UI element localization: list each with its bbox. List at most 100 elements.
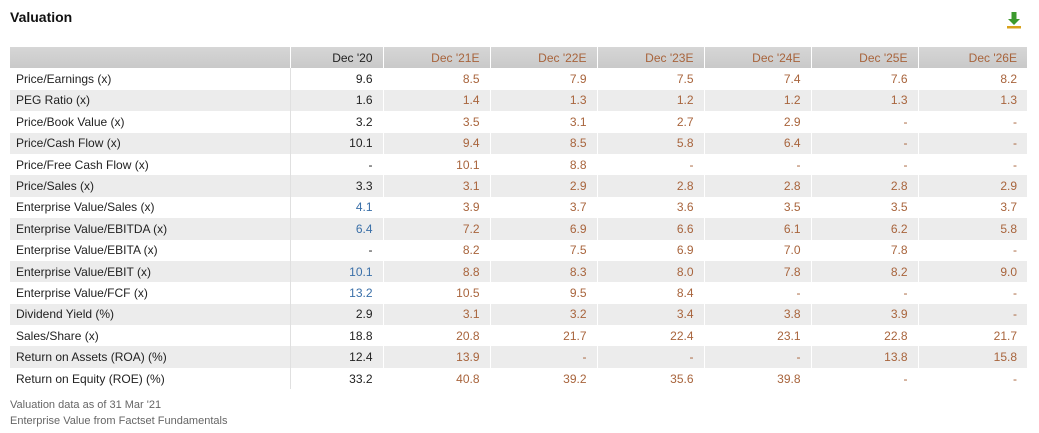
table-cell: 18.8: [290, 325, 384, 347]
table-row: Price/Free Cash Flow (x) -10.1 8.8- - - -: [10, 153, 1027, 176]
table-cell: 8.3: [490, 260, 598, 283]
table-cell: -: [704, 153, 812, 176]
table-cell: 1.2: [704, 89, 812, 112]
table-cell: 2.9: [704, 111, 812, 133]
row-label: Price/Free Cash Flow (x): [10, 153, 291, 176]
table-cell: 9.0: [918, 260, 1027, 283]
row-label: Enterprise Value/EBITDA (x): [10, 218, 291, 240]
table-cell: 3.1: [383, 175, 491, 197]
table-cell: 6.4: [704, 132, 812, 154]
table-cell: 8.2: [383, 239, 491, 261]
table-cell: 2.9: [918, 175, 1027, 197]
row-label: Price/Earnings (x): [10, 68, 291, 90]
table-cell: 6.9: [490, 218, 598, 240]
table-cell: 10.1: [290, 260, 384, 283]
footnote-enterprise-value-source: Enterprise Value from Factset Fundamenta…: [10, 415, 228, 427]
table-cell: -: [918, 132, 1027, 154]
table-cell: 2.9: [290, 303, 384, 326]
table-cell: -: [597, 346, 705, 368]
table-cell: -: [597, 153, 705, 176]
table-cell: 1.3: [490, 89, 598, 112]
table-cell: 7.4: [704, 68, 812, 90]
table-cell: 9.6: [290, 68, 384, 90]
table-cell: 7.5: [597, 68, 705, 90]
table-body: Price/Earnings (x) 9.6 8.5 7.9 7.5 7.4 7.6 8.2 P…: [10, 68, 1027, 390]
table-cell: 10.1: [290, 132, 384, 154]
table-cell: 3.5: [383, 111, 491, 133]
table-row: Price/Cash Flow (x) 10.1 9.4 8.5 5.8 6.4- -: [10, 132, 1027, 154]
table-cell: 8.2: [918, 68, 1027, 90]
table-cell: 8.8: [490, 153, 598, 176]
table-row: Sales/Share (x) 18.8 20.8 21.7 22.4 23.1 22.8 2…: [10, 325, 1027, 347]
table-cell: 3.2: [490, 303, 598, 326]
table-cell: 39.8: [704, 367, 812, 390]
column-header: Dec '23E: [597, 47, 705, 69]
table-cell: 6.9: [597, 239, 705, 261]
footnote-valuation-date: Valuation data as of 31 Mar '21: [10, 399, 162, 411]
row-label: Enterprise Value/EBIT (x): [10, 260, 291, 283]
table-cell: -: [290, 153, 384, 176]
table-cell: 3.9: [383, 196, 491, 219]
table-cell: 7.0: [704, 239, 812, 261]
table-cell: 10.1: [383, 153, 491, 176]
table-cell: 8.5: [490, 132, 598, 154]
table-row: Price/Sales (x) 3.3 3.1 2.9 2.8 2.8 2.8 2.9: [10, 175, 1027, 197]
table-cell: 3.2: [290, 111, 384, 133]
table-cell: 6.6: [597, 218, 705, 240]
table-cell: -: [918, 111, 1027, 133]
table-cell: 3.9: [811, 303, 919, 326]
table-cell: 1.6: [290, 89, 384, 112]
table-cell: 22.4: [597, 325, 705, 347]
table-row: Enterprise Value/FCF (x) 13.2 10.5 9.5 8.4- -…: [10, 282, 1027, 304]
table-cell: 1.3: [811, 89, 919, 112]
table-cell: 1.2: [597, 89, 705, 112]
table-row: Enterprise Value/Sales (x) 4.1 3.9 3.7 3.6 3.…: [10, 196, 1027, 219]
table-row: Enterprise Value/EBITDA (x) 6.4 7.2 6.9 6.6 6…: [10, 218, 1027, 240]
table-row: Return on Assets (ROA) (%) 12.4 13.9- - -13.…: [10, 346, 1027, 368]
table-row: Price/Earnings (x) 9.6 8.5 7.9 7.5 7.4 7.6 8.2: [10, 68, 1027, 90]
table-cell: 3.1: [383, 303, 491, 326]
table-cell: 40.8: [383, 367, 491, 390]
table-cell: 5.8: [918, 218, 1027, 240]
table-cell: 12.4: [290, 346, 384, 368]
table-cell: -: [811, 111, 919, 133]
table-cell: 2.8: [811, 175, 919, 197]
table-cell: 6.4: [290, 218, 384, 240]
table-cell: 10.5: [383, 282, 491, 304]
table-cell: 7.6: [811, 68, 919, 90]
table-cell: 13.8: [811, 346, 919, 368]
table-cell: 8.8: [383, 260, 491, 283]
table-cell: 3.1: [490, 111, 598, 133]
table-cell: 4.1: [290, 196, 384, 219]
table-cell: 6.2: [811, 218, 919, 240]
table-row: Dividend Yield (%) 2.9 3.1 3.2 3.4 3.8 3.9-: [10, 303, 1027, 326]
table-cell: 7.5: [490, 239, 598, 261]
download-icon[interactable]: [1004, 10, 1024, 30]
table-cell: -: [918, 153, 1027, 176]
section-title: Valuation: [10, 9, 73, 25]
table-cell: 2.7: [597, 111, 705, 133]
table-cell: -: [811, 367, 919, 390]
table-cell: 13.2: [290, 282, 384, 304]
row-label: Enterprise Value/Sales (x): [10, 196, 291, 219]
table-cell: -: [918, 282, 1027, 304]
table-cell: 20.8: [383, 325, 491, 347]
table-cell: 22.8: [811, 325, 919, 347]
valuation-table: Dec '20 Dec '21E Dec '22E Dec '23E Dec '24E D…: [10, 47, 1027, 390]
table-cell: 8.5: [383, 68, 491, 90]
table-cell: -: [290, 239, 384, 261]
table-cell: 3.5: [811, 196, 919, 219]
row-label: PEG Ratio (x): [10, 89, 291, 112]
table-cell: 3.4: [597, 303, 705, 326]
column-header: Dec '25E: [811, 47, 919, 69]
table-row: PEG Ratio (x) 1.6 1.4 1.3 1.2 1.2 1.3 1.3: [10, 89, 1027, 112]
table-cell: 5.8: [597, 132, 705, 154]
row-label: Price/Cash Flow (x): [10, 132, 291, 154]
table-cell: 23.1: [704, 325, 812, 347]
table-cell: 7.9: [490, 68, 598, 90]
table-cell: 3.7: [490, 196, 598, 219]
column-header: Dec '21E: [383, 47, 491, 69]
table-cell: 3.8: [704, 303, 812, 326]
table-cell: -: [918, 303, 1027, 326]
table-cell: 1.4: [383, 89, 491, 112]
